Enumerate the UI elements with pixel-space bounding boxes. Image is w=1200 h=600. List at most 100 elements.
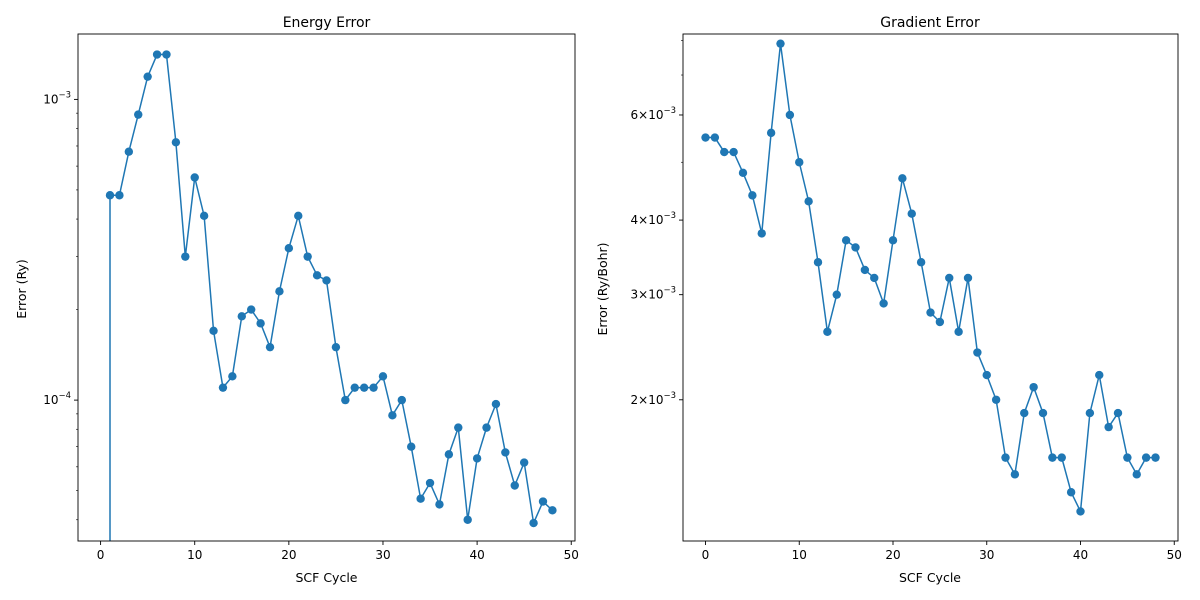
gradient-data-point [1132, 470, 1141, 479]
energy-data-point [181, 252, 190, 261]
energy-x-tick-label: 50 [564, 548, 579, 562]
gradient-data-point [1113, 408, 1123, 418]
gradient-data-point [860, 265, 870, 275]
gradient-data-point [1057, 453, 1066, 462]
energy-data-point [407, 442, 416, 451]
gradient-data-point [954, 327, 963, 336]
energy-data-point [256, 319, 265, 328]
gradient-data-point [1048, 453, 1057, 462]
gradient-y-tick-label: 4×10−3 [631, 211, 677, 227]
gradient-data-point [804, 197, 813, 206]
gradient-data-point [813, 258, 823, 267]
gradient-data-point [907, 209, 916, 218]
energy-x-axis-label: SCF Cycle [296, 570, 358, 585]
energy-data-point [378, 372, 388, 381]
energy-data-point [228, 372, 237, 381]
energy-data-point [341, 395, 350, 405]
energy-data-point [275, 287, 284, 296]
energy-y-tick-label: 10−4 [43, 391, 71, 407]
gradient-data-point [916, 258, 926, 267]
energy-data-point [369, 383, 378, 392]
gradient-data-point [1151, 453, 1160, 462]
energy-data-point [397, 395, 406, 405]
gradient-data-point [898, 174, 907, 183]
gradient-data-point [757, 229, 766, 238]
gradient-data-point [991, 395, 1001, 404]
gradient-data-point [1141, 453, 1151, 462]
energy-data-point [388, 411, 397, 420]
gradient-data-point [982, 370, 991, 380]
energy-data-point [134, 110, 143, 119]
gradient-x-tick-label: 20 [885, 548, 900, 562]
energy-data-point [463, 515, 472, 524]
gradient-data-point [841, 236, 851, 245]
gradient-x-tick-label: 40 [1073, 548, 1088, 562]
gradient-data-point [935, 317, 945, 327]
gradient-data-point [963, 273, 973, 283]
energy-data-point [209, 326, 218, 336]
gradient-data-point [926, 308, 935, 317]
gradient-x-tick-label: 10 [792, 548, 807, 562]
energy-y-tick-label: 10−3 [43, 90, 71, 106]
gradient-data-point [879, 299, 888, 308]
gradient-data-point [748, 191, 757, 200]
gradient-data-point [720, 147, 729, 157]
energy-data-point [454, 423, 463, 432]
energy-x-tick-label: 0 [97, 548, 105, 562]
energy-data-point [152, 50, 162, 59]
energy-plot-area: 0 10 20 30 40 50 10−4 10−3 [43, 33, 579, 562]
gradient-data-point [1123, 453, 1132, 462]
gradient-data-point [888, 236, 898, 245]
energy-data-point [425, 478, 435, 488]
gradient-data-point [710, 133, 720, 142]
gradient-x-tick-label: 0 [702, 548, 710, 562]
energy-data-point [529, 518, 538, 528]
gradient-y-tick-label: 3×10−3 [631, 286, 677, 302]
energy-data-point [265, 342, 275, 352]
gradient-plot-area: 0 10 20 30 40 50 2×10−3 3×10−3 4×10−3 6×10−3 [631, 33, 1182, 562]
gradient-data-point [1066, 488, 1076, 497]
gradient-y-axis-label: Error (Ry/Bohr) [595, 242, 610, 335]
gradient-data-point [945, 273, 954, 283]
energy-data-point [162, 50, 171, 59]
gradient-data-point [823, 327, 832, 336]
energy-chart-title: Energy Error [283, 15, 371, 31]
energy-data-point [303, 252, 312, 261]
energy-data-point [510, 481, 519, 490]
gradient-data-point [1085, 408, 1095, 418]
gradient-chart-title: Gradient Error [880, 15, 980, 31]
energy-data-point [482, 423, 491, 432]
energy-data-point [331, 342, 341, 352]
energy-data-point [548, 506, 557, 515]
energy-x-tick-label: 30 [375, 548, 390, 562]
energy-data-point [501, 448, 510, 457]
gradient-data-point [1038, 408, 1048, 418]
energy-data-point [284, 244, 294, 253]
gradient-data-point [1001, 453, 1010, 462]
energy-data-point [294, 211, 303, 221]
energy-data-point [115, 191, 124, 200]
energy-data-point [199, 211, 209, 221]
energy-error-subplot: Energy Error 0 10 20 30 40 50 10−4 10−3 SCF Cyc… [14, 15, 579, 585]
energy-data-point [171, 138, 181, 147]
energy-data-point [491, 399, 501, 409]
energy-data-point [472, 454, 482, 463]
energy-x-tick-label: 20 [281, 548, 296, 562]
energy-data-point [124, 147, 134, 156]
energy-x-tick-label: 40 [469, 548, 484, 562]
gradient-data-point [729, 147, 738, 157]
energy-x-tick-label: 10 [187, 548, 202, 562]
gradient-data-point [738, 168, 748, 178]
gradient-data-point [776, 39, 785, 48]
gradient-data-point [795, 158, 804, 167]
gradient-y-tick-label: 6×10−3 [631, 106, 677, 122]
energy-data-point [416, 494, 425, 503]
gradient-data-point [1095, 370, 1104, 380]
energy-data-point [312, 271, 322, 280]
energy-data-point [444, 450, 454, 459]
energy-data-point [359, 383, 369, 392]
gradient-data-point [1029, 382, 1038, 392]
gradient-data-point [766, 128, 776, 138]
